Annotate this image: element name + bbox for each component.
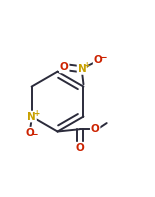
Text: +: + [83, 61, 89, 70]
Text: −: − [30, 130, 38, 139]
Text: N: N [27, 112, 36, 122]
Text: O: O [26, 128, 34, 138]
Text: N: N [78, 64, 86, 74]
Text: +: + [33, 109, 39, 118]
Text: O: O [75, 143, 84, 153]
Text: O: O [94, 56, 102, 65]
Text: −: − [99, 53, 106, 62]
Text: O: O [60, 62, 69, 72]
Text: O: O [91, 124, 100, 134]
